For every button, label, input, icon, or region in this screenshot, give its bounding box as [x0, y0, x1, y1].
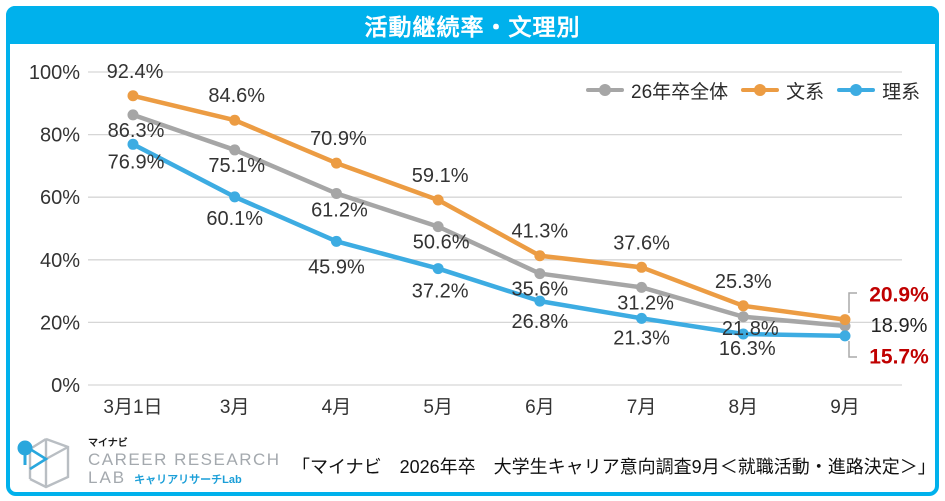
- x-axis-tick-label: 7月: [627, 397, 657, 418]
- data-point: [127, 138, 139, 150]
- data-point: [534, 268, 546, 280]
- end-value-label: 18.9%: [871, 315, 928, 337]
- legend-item-overall: 26年卒全体: [586, 77, 728, 104]
- legend-label-sciences: 理系: [882, 81, 921, 103]
- career-research-lab-logo: マイナビ CAREER RESEARCH LAB キャリアリサーチLab: [16, 433, 281, 493]
- y-axis-tick-label: 80%: [40, 125, 80, 147]
- data-point: [432, 263, 444, 275]
- x-axis-tick-label: 6月: [525, 397, 555, 418]
- data-point: [534, 295, 546, 307]
- data-label: 50.6%: [413, 232, 470, 254]
- x-axis-tick-label: 5月: [423, 397, 453, 418]
- data-point: [636, 281, 648, 293]
- leader-line: [848, 341, 857, 358]
- data-point: [127, 109, 139, 121]
- data-label: 25.3%: [715, 271, 772, 293]
- data-point: [330, 157, 342, 169]
- data-point: [839, 330, 851, 342]
- data-label: 37.2%: [412, 281, 469, 303]
- data-label: 75.1%: [208, 155, 265, 177]
- logo-line2-sub: キャリアリサーチLab: [134, 474, 242, 487]
- data-point: [534, 250, 546, 262]
- y-axis-tick-label: 0%: [51, 375, 80, 397]
- data-point: [636, 261, 648, 273]
- logo-line1: CAREER RESEARCH: [88, 450, 281, 470]
- data-point: [432, 221, 444, 233]
- chart-title-bar: 活動継続率・文理別: [6, 6, 939, 44]
- legend-marker-humanities: [741, 84, 780, 96]
- data-label: 45.9%: [308, 256, 365, 278]
- data-point: [127, 90, 139, 102]
- data-point: [229, 191, 241, 203]
- x-axis-tick-label: 9月: [830, 397, 860, 418]
- data-label: 31.2%: [617, 292, 674, 314]
- legend-label-overall: 26年卒全体: [631, 81, 729, 103]
- data-label: 21.3%: [613, 327, 670, 349]
- y-axis-tick-label: 60%: [40, 187, 80, 209]
- data-point: [229, 144, 241, 156]
- data-label: 16.3%: [719, 338, 776, 360]
- legend-marker-overall: [586, 84, 624, 96]
- data-label: 70.9%: [310, 128, 367, 150]
- legend-item-sciences: 理系: [837, 77, 920, 104]
- logo-pin-dot: [17, 440, 33, 456]
- data-point: [330, 187, 342, 199]
- data-label: 35.6%: [511, 279, 568, 301]
- data-label: 61.2%: [311, 199, 368, 221]
- legend-item-humanities: 文系: [741, 77, 824, 104]
- series-line-0: [130, 112, 848, 329]
- data-point: [636, 312, 648, 324]
- series-line-1: [130, 93, 848, 322]
- data-point: [737, 328, 749, 340]
- data-label: 86.3%: [108, 120, 165, 142]
- data-label: 26.8%: [511, 311, 568, 333]
- end-value-label: 15.7%: [869, 346, 929, 369]
- series-line-2: [130, 142, 848, 339]
- data-label: 37.6%: [613, 232, 670, 254]
- y-axis-tick-label: 40%: [40, 250, 80, 272]
- chart-legend: 26年卒全体 文系 理系: [586, 77, 920, 104]
- x-axis-tick-label: 8月: [728, 397, 758, 418]
- y-axis-tick-label: 20%: [40, 312, 80, 334]
- legend-label-humanities: 文系: [786, 81, 825, 103]
- data-label: 76.9%: [108, 151, 165, 173]
- career-research-lab-logo-mark: [17, 437, 70, 489]
- y-axis-tick-label: 100%: [29, 62, 80, 84]
- x-axis-tick-label: 4月: [322, 397, 352, 418]
- data-label: 59.1%: [412, 165, 469, 187]
- data-label: 21.8%: [722, 318, 779, 340]
- data-point: [432, 194, 444, 206]
- x-axis-tick-label: 3月1日: [103, 397, 162, 418]
- end-value-label: 20.9%: [869, 284, 929, 307]
- data-point: [330, 235, 342, 247]
- logo-line2: LAB: [88, 468, 127, 488]
- source-citation: 「マイナビ 2026年卒 大学生キャリア意向調査9月＜就職活動・進路決定＞」: [292, 457, 936, 477]
- x-axis-tick-label: 3月: [220, 397, 250, 418]
- data-point: [737, 300, 749, 312]
- data-point: [737, 311, 749, 323]
- logo-brand-small: マイナビ: [88, 437, 128, 449]
- data-label: 84.6%: [208, 85, 265, 107]
- logo-text-block: マイナビ CAREER RESEARCH LAB キャリアリサーチLab: [88, 437, 281, 488]
- legend-marker-sciences: [837, 84, 876, 96]
- chart-title: 活動継続率・文理別: [364, 14, 581, 40]
- data-label: 92.4%: [107, 61, 164, 83]
- data-point: [229, 114, 241, 126]
- data-point: [839, 314, 851, 326]
- data-label: 60.1%: [206, 208, 263, 230]
- leader-line: [848, 292, 857, 313]
- data-label: 41.3%: [511, 221, 568, 243]
